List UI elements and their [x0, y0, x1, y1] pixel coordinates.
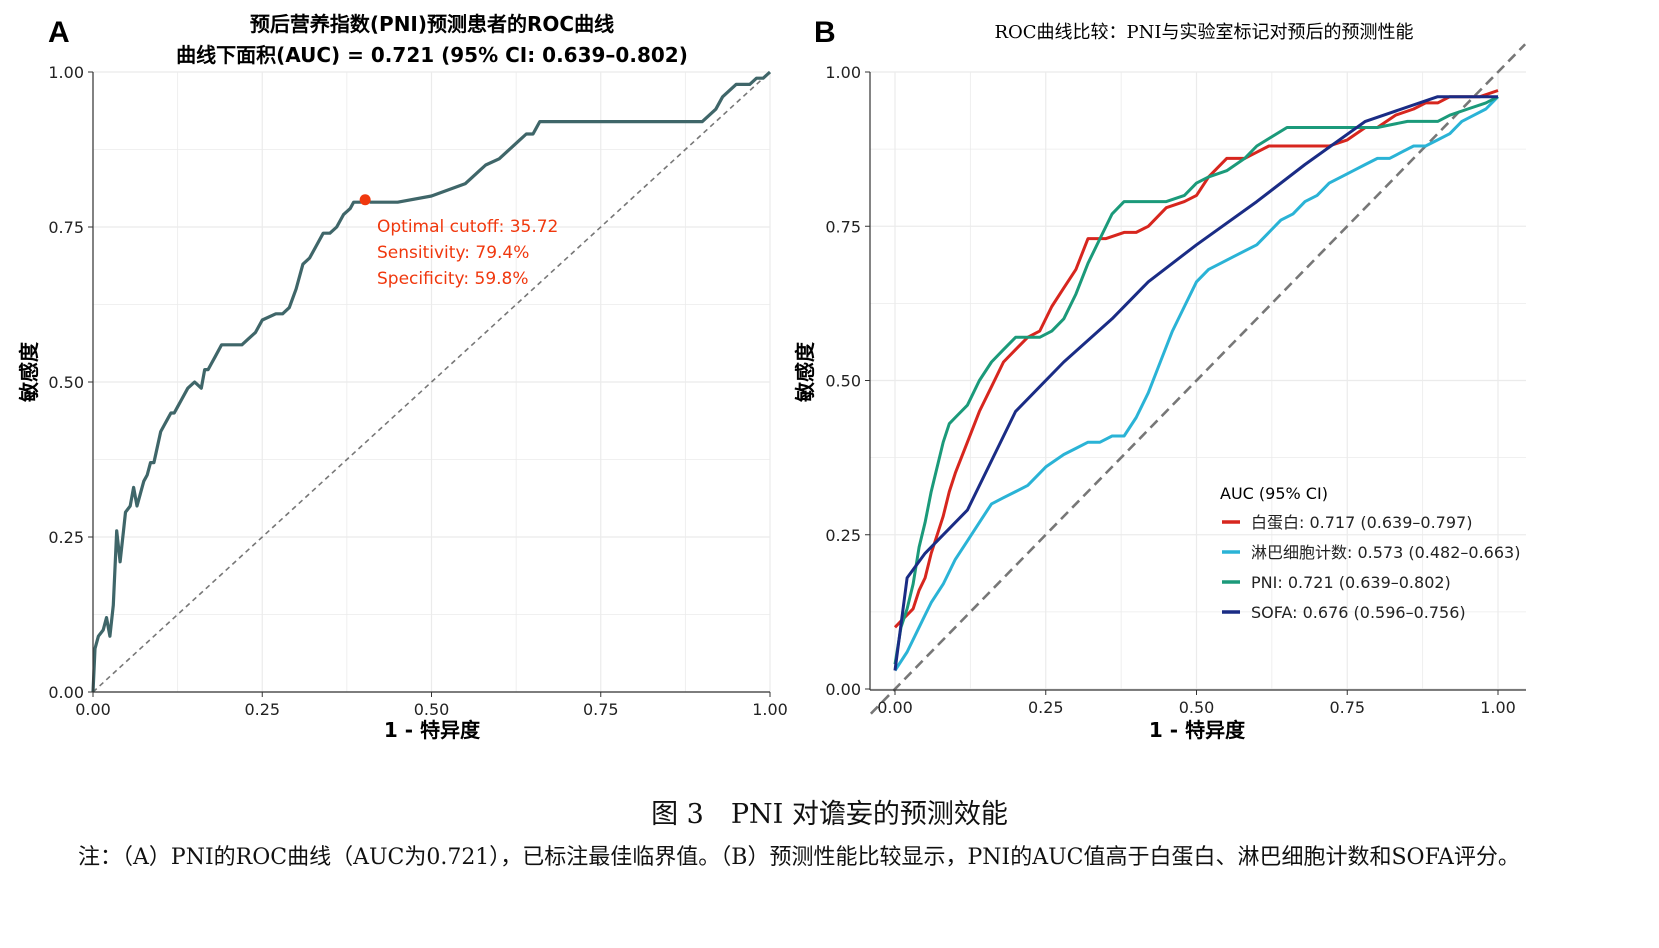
- x-tick-label: 0.00: [877, 698, 913, 717]
- panel-b-y-axis-title: 敏感度: [793, 341, 817, 403]
- annotation-sensitivity: Sensitivity: 79.4%: [377, 243, 529, 263]
- legend-label: 白蛋白: 0.717 (0.639–0.797): [1251, 513, 1472, 532]
- annotation-specificity: Specificity: 59.8%: [377, 269, 529, 289]
- x-tick-label: 0.25: [244, 700, 280, 719]
- panel-b: B ROC曲线比较：PNI与实验室标记对预后的预测性能 0.00 0.00 0.25…: [793, 16, 1527, 742]
- x-tick-label: 0.00: [75, 700, 111, 719]
- panel-a-ticks: 0.000.00 0.25 0.25 0.50 0.50 0.75 0.75 1.00 1.00: [48, 63, 787, 719]
- panel-a-curves: [91, 70, 772, 693]
- y-tick-label: 0.75: [825, 217, 861, 236]
- x-tick-label: 1.00: [1480, 698, 1516, 717]
- panel-b-x-axis-title: 1 - 特异度: [1149, 718, 1246, 742]
- annotation-cutoff: Optimal cutoff: 35.72: [377, 217, 558, 237]
- panel-b-title: ROC曲线比较：PNI与实验室标记对预后的预测性能: [994, 22, 1413, 43]
- roc-curve-pni_a: [91, 70, 772, 693]
- legend-label: SOFA: 0.676 (0.596–0.756): [1251, 603, 1466, 622]
- panel-a-title: 预后营养指数(PNI)预测患者的ROC曲线: [250, 12, 614, 36]
- legend-label: PNI: 0.721 (0.639–0.802): [1251, 573, 1451, 592]
- x-tick-label: 0.25: [1028, 698, 1064, 717]
- panel-a: A 预后营养指数(PNI)预测患者的ROC曲线 曲线下面积(AUC) = 0.7…: [17, 12, 788, 742]
- y-tick-label: 0.75: [48, 218, 84, 237]
- panel-a-y-axis-title: 敏感度: [17, 341, 41, 403]
- panel-a-x-axis-title: 1 - 特异度: [384, 718, 481, 742]
- roc-curve-sofa: [893, 95, 1498, 671]
- y-tick-label: 0.25: [48, 528, 84, 547]
- panel-b-reference-line: [869, 43, 1527, 715]
- figure-note: 注：（A）PNI的ROC曲线（AUC为0.721），已标注最佳临界值。（B）预测…: [78, 845, 1520, 870]
- x-tick-label: 1.00: [752, 700, 788, 719]
- y-tick-label: 0.50: [48, 373, 84, 392]
- figure-caption: 图 3 PNI 对谵妄的预测效能: [651, 799, 1008, 830]
- panel-b-legend: AUC (95% CI) 白蛋白: 0.717 (0.639–0.797) 淋巴细…: [1220, 484, 1520, 622]
- panel-a-reference-line: [92, 71, 771, 693]
- panel-a-letter: A: [48, 16, 70, 49]
- panel-b-ticks: 0.00 0.00 0.25 0.25 0.50 0.50 0.75 0.75 1.00 1.00: [825, 63, 1515, 717]
- reference-diagonal: [92, 71, 771, 693]
- roc-curve-lymphocyte: [893, 95, 1500, 672]
- x-tick-label: 0.75: [583, 700, 619, 719]
- y-tick-label: 0.00: [48, 683, 84, 702]
- x-tick-label: 0.50: [1179, 698, 1215, 717]
- y-tick-label: 0.50: [825, 372, 861, 391]
- legend-title: AUC (95% CI): [1220, 484, 1328, 503]
- panel-a-cutoff-annotation: Optimal cutoff: 35.72 Sensitivity: 79.4%…: [377, 217, 558, 289]
- roc-curve-pni: [893, 95, 1499, 665]
- x-tick-label: 0.50: [414, 700, 450, 719]
- y-tick-label: 0.00: [825, 680, 861, 699]
- panel-a-subtitle: 曲线下面积(AUC) = 0.721 (95% CI: 0.639–0.802): [176, 43, 688, 67]
- reference-diagonal: [869, 43, 1527, 715]
- panel-b-letter: B: [814, 16, 836, 49]
- y-tick-label: 0.25: [825, 526, 861, 545]
- y-tick-label: 1.00: [48, 63, 84, 82]
- x-tick-label: 0.75: [1329, 698, 1365, 717]
- panel-b-curves: [893, 89, 1500, 672]
- y-tick-label: 1.00: [825, 63, 861, 82]
- figure: A 预后营养指数(PNI)预测患者的ROC曲线 曲线下面积(AUC) = 0.7…: [17, 12, 1527, 742]
- legend-label: 淋巴细胞计数: 0.573 (0.482–0.663): [1251, 543, 1520, 562]
- optimal-cutoff-point: [359, 194, 371, 206]
